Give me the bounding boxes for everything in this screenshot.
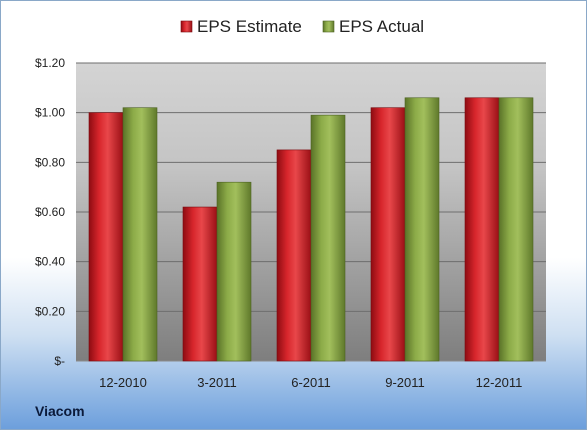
y-tick-label: $0.40 [35, 255, 65, 269]
legend-swatch-1 [322, 20, 335, 33]
y-tick-label: $1.20 [35, 56, 65, 70]
y-tick-label: $- [54, 354, 65, 368]
bar-estimate-12-2010 [88, 112, 124, 362]
x-category-label: 3-2011 [197, 375, 237, 390]
bar-actual-3-2011 [216, 181, 252, 362]
x-category-label: 12-2011 [476, 375, 523, 390]
legend: EPS Estimate EPS Actual [180, 17, 424, 36]
bar-estimate-6-2011 [276, 149, 312, 362]
y-tick-label: $0.60 [35, 205, 65, 219]
legend-label-1: EPS Actual [339, 17, 424, 36]
bar-actual-9-2011 [404, 97, 440, 362]
bar-estimate-9-2011 [370, 107, 406, 362]
legend-swatch-0 [180, 20, 193, 33]
y-tick-label: $0.20 [35, 304, 65, 318]
bar-actual-6-2011 [310, 114, 346, 362]
bar-actual-12-2010 [122, 107, 158, 362]
bars [88, 97, 534, 362]
y-tick-label: $1.00 [35, 106, 65, 120]
company-label: Viacom [35, 403, 85, 419]
bar-actual-12-2011 [498, 97, 534, 362]
x-category-label: 6-2011 [291, 375, 331, 390]
bar-estimate-3-2011 [182, 206, 218, 362]
y-tick-label: $0.80 [35, 155, 65, 169]
y-axis-ticks: $- $0.20 $0.40 $0.60 $0.80 $1.00 $1.20 [35, 56, 65, 368]
bar-estimate-12-2011 [464, 97, 500, 362]
x-axis-labels: 12-2010 3-2011 6-2011 9-2011 12-2011 [99, 375, 522, 390]
legend-label-0: EPS Estimate [197, 17, 302, 36]
x-category-label: 9-2011 [385, 375, 425, 390]
x-category-label: 12-2010 [99, 375, 147, 390]
